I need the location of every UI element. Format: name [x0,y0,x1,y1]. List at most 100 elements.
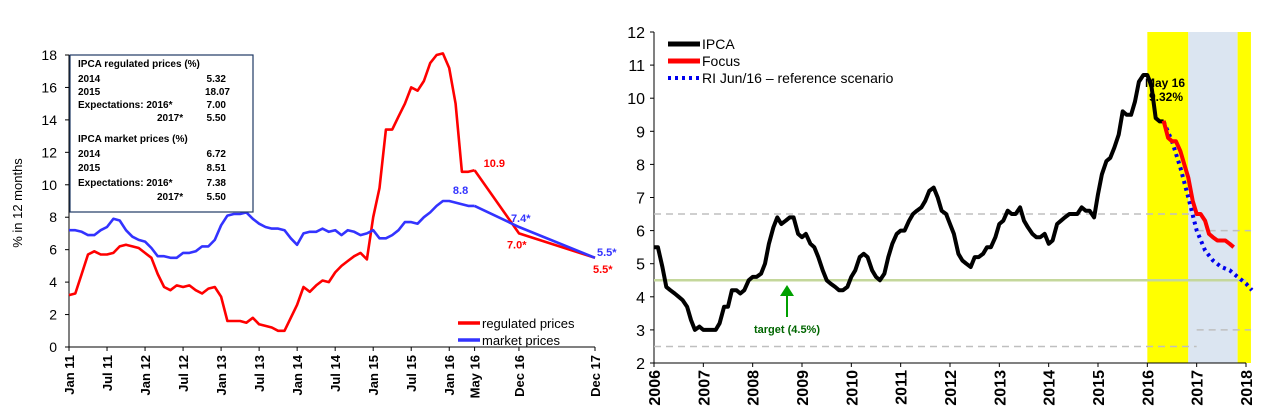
data-label-market: 8.8 [453,185,468,197]
right-y-tick-label: 2 [636,356,645,373]
right-x-tick-label: 2008 [746,370,763,406]
left-x-tick-label: Dec 16 [512,355,527,397]
right-x-tick-label: 2016 [1140,370,1157,406]
left-x-tick-label: Jan 13 [214,355,229,395]
target-label: target (4.5%) [754,324,820,336]
left-y-tick-label: 14 [41,112,57,128]
inset-row-label: 2015 [78,87,101,98]
left-x-tick-label: Jul 11 [100,355,115,391]
inset-row-value: 5.50 [207,192,227,203]
left-x-tick-label: Jan 16 [442,355,457,395]
right-x-tick-label: 2006 [647,370,664,406]
left-y-axis: 0 2 4 6 8 10 12 14 16 18 [41,47,595,355]
inset-table: IPCA regulated prices (%) 2014 5.32 2015… [69,54,254,213]
left-y-tick-label: 8 [49,209,57,225]
left-x-tick-label: Jan 11 [62,355,77,395]
left-x-tick-label: Jul 14 [328,354,343,392]
left-y-tick-label: 2 [49,307,57,323]
left-y-tick-label: 18 [41,47,57,63]
inset-row-label: 2017* [157,192,183,203]
highlight-2016 [1147,32,1189,363]
inset-row-value: 7.38 [207,178,227,189]
right-x-tick-label: 2011 [894,370,911,405]
data-label-regulated: 10.9 [484,158,505,170]
left-y-tick-label: 0 [49,339,57,355]
right-background-bands [1147,32,1251,363]
legend-label-focus: Focus [702,53,740,69]
series-ipca-line [654,73,1164,332]
left-x-tick-label: Dec 17 [588,355,603,397]
target-arrow-head [780,285,794,296]
left-data-labels: 10.9 7.0* 5.5* 8.8 7.4* 5.5* [453,158,617,276]
right-x-axis: 2006 2007 2008 2009 2010 2011 2012 2013 2014 2015… [647,363,1256,406]
target-annotation: target (4.5%) [754,285,820,336]
legend-label-market: market prices [482,333,561,348]
right-y-tick-label: 3 [636,323,645,340]
inset-row-value: 6.72 [207,149,227,160]
shade-2017 [1188,32,1238,363]
left-y-axis-title: % in 12 months [10,158,25,248]
data-label-market: 5.5* [597,247,617,259]
right-legend: IPCA Focus RI Jun/16 – reference scenari… [668,36,894,86]
left-series-group [68,52,596,333]
may16-annotation: May 16 9.32% [1145,76,1185,104]
left-x-tick-label: Jan 14 [290,354,305,395]
left-y-tick-label: 6 [49,242,57,258]
left-x-tick-label: Jan 15 [366,355,381,395]
left-y-tick-label: 10 [41,177,57,193]
inset-row-value: 8.51 [207,163,227,174]
left-x-tick-label: May 16 [468,355,483,398]
right-y-tick-label: 10 [627,91,645,108]
left-x-tick-label: Jul 15 [404,355,419,392]
left-x-tick-label: Jan 12 [138,355,153,395]
inset-title-regulated: IPCA regulated prices (%) [78,59,200,70]
right-x-tick-label: 2017 [1190,370,1207,406]
regulated-vs-market-prices-chart: 0 2 4 6 8 10 12 14 16 18 % in 12 months Jan 11 Jul… [10,47,617,398]
right-y-tick-label: 4 [636,290,645,307]
left-x-tick-label: Jul 12 [176,355,191,392]
right-y-tick-label: 7 [636,191,645,208]
right-x-tick-label: 2012 [943,370,960,406]
data-label-regulated: 7.0* [507,239,527,251]
inset-row-value: 18.07 [205,87,230,98]
inset-title-market: IPCA market prices (%) [78,134,188,145]
right-x-tick-label: 2007 [696,370,713,406]
inset-row-label: 2014 [78,149,101,160]
data-label-regulated: 5.5* [593,264,613,276]
series-regulated-line [68,52,475,333]
annotation-value: 9.32% [1149,90,1183,104]
left-x-axis: Jan 11 Jul 11 Jan 12 Jul 12 Jan 13 Jul 13 Jan … [62,347,603,398]
inset-row-value: 7.00 [207,100,227,111]
right-x-tick-label: 2015 [1091,370,1108,406]
left-y-tick-label: 4 [49,274,57,290]
data-label-market: 7.4* [511,213,531,225]
left-y-tick-label: 16 [41,79,57,95]
right-y-tick-label: 8 [636,157,645,174]
legend-label-regulated: regulated prices [482,316,575,331]
right-x-tick-label: 2018 [1239,370,1256,406]
right-y-tick-label: 11 [628,58,645,75]
inset-row-label: Expectations: 2016* [78,178,173,189]
right-x-tick-label: 2010 [844,370,861,406]
left-legend: regulated prices market prices [458,316,575,348]
right-reference-lines [654,213,1251,348]
inset-row-label: 2017* [157,113,183,124]
legend-label-ipca: IPCA [702,36,735,52]
series-market-projection [474,204,596,260]
series-regulated-projection [473,169,596,260]
inset-row-label: 2014 [78,74,101,85]
right-y-tick-label: 6 [636,224,645,241]
left-y-tick-label: 12 [41,144,57,160]
highlight-2018 [1237,32,1251,363]
series-reference-line [1161,120,1254,292]
right-x-tick-label: 2014 [1042,370,1059,406]
right-x-tick-label: 2013 [992,370,1009,406]
right-y-tick-label: 12 [627,25,645,42]
series-market-line [69,199,475,260]
right-x-tick-label: 2009 [795,370,812,406]
legend-label-reference: RI Jun/16 – reference scenario [702,70,894,86]
inset-row-label: 2015 [78,163,101,174]
annotation-title: May 16 [1145,76,1185,90]
